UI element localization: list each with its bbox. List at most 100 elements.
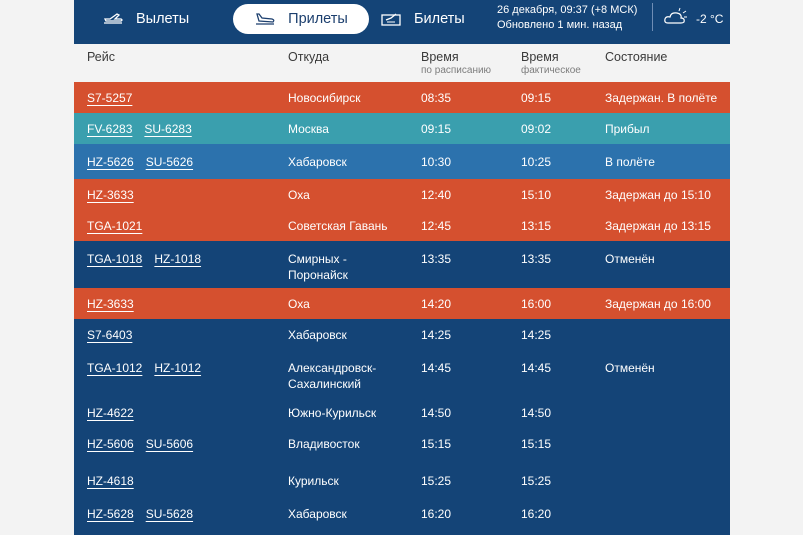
flight-status: Отменён	[605, 252, 655, 266]
weather: -2 °C	[662, 5, 723, 32]
col-scheduled: Время по расписанию	[421, 50, 492, 76]
table-row[interactable]: S7-5257 Новосибирск 08:35 09:15 Задержан. В …	[74, 82, 730, 113]
scheduled-time: 15:15	[421, 437, 452, 451]
flight-number-link[interactable]: SU-5606	[145, 437, 194, 451]
actual-time: 14:50	[521, 406, 552, 420]
flight-status: Задержан. В полёте	[605, 91, 718, 105]
table-row[interactable]: S7-6403 Хабаровск 14:25 14:25	[74, 319, 730, 350]
top-nav: Вылеты Прилеты Билеты 26 декабря, 09:37 …	[74, 0, 730, 44]
flight-number-link[interactable]: SU-5626	[145, 155, 194, 169]
col-status: Состояние	[605, 50, 668, 64]
updated-text: Обновлено 1 мин. назад	[497, 19, 623, 31]
actual-time: 15:25	[521, 474, 552, 488]
actual-time: 13:15	[521, 219, 552, 233]
scheduled-time: 12:45	[421, 219, 452, 233]
table-row[interactable]: HZ-5626 SU-5626 Хабаровск 10:30 10:25 В полёт…	[74, 144, 730, 179]
current-datetime: 26 декабря, 09:37 (+8 МСК)	[497, 4, 638, 16]
actual-time: 15:15	[521, 437, 552, 451]
flight-number-link[interactable]: HZ-1018	[154, 252, 202, 266]
origin-city: Южно-Курильск	[288, 406, 377, 420]
scheduled-time: 16:20	[421, 507, 452, 521]
table-row[interactable]: HZ-5628 SU-5628 Хабаровск 16:20 16:20	[74, 498, 730, 530]
actual-time: 16:00	[521, 297, 552, 311]
flight-status: Прибыл	[605, 122, 650, 136]
actual-time: 10:25	[521, 155, 552, 169]
flight-number-link[interactable]: HZ-5606	[87, 437, 134, 451]
tab-departures-label: Вылеты	[136, 11, 190, 27]
flight-status: Задержан до 13:15	[605, 219, 711, 233]
tab-arrivals-label: Прилеты	[288, 11, 348, 27]
table-row[interactable]: TGA-1021 Советская Гавань 12:45 13:15 Задерж…	[74, 210, 730, 241]
actual-time: 09:15	[521, 91, 552, 105]
table-row[interactable]: HZ-4622 Южно-Курильск 14:50 14:50	[74, 397, 730, 428]
update-info: 26 декабря, 09:37 (+8 МСК) Обновлено 1 м…	[497, 3, 637, 33]
arrivals-table: S7-5257 Новосибирск 08:35 09:15 Задержан. В …	[74, 82, 730, 530]
flight-number-link[interactable]: HZ-3633	[87, 297, 134, 311]
table-row[interactable]: FV-6283 SU-6283 Москва 09:15 09:02 Прибыл	[74, 113, 730, 144]
tab-tickets[interactable]: Билеты	[380, 4, 465, 34]
flight-numbers: TGA-1018 HZ-1018	[87, 251, 213, 267]
flight-number-link[interactable]: HZ-5628	[87, 507, 134, 521]
origin-city: Оха	[288, 188, 310, 202]
table-row[interactable]: TGA-1018 HZ-1018 Смирных - Поронайск 13:35 1…	[74, 241, 730, 288]
flight-number-link[interactable]: HZ-4622	[87, 406, 134, 420]
origin-city: Владивосток	[288, 437, 360, 451]
table-header: Рейс Откуда Время по расписанию Время факт…	[74, 44, 730, 83]
flight-status: Задержан до 16:00	[605, 297, 711, 311]
flight-numbers: TGA-1012 HZ-1012	[87, 360, 213, 376]
origin-city: Хабаровск	[288, 328, 347, 342]
flight-numbers: S7-6403	[87, 327, 144, 343]
origin-city: Александровск-Сахалинский	[288, 361, 377, 391]
actual-time: 13:35	[521, 252, 552, 266]
actual-time: 15:10	[521, 188, 552, 202]
flight-number-link[interactable]: TGA-1012	[87, 361, 143, 375]
temperature: -2 °C	[696, 11, 724, 26]
origin-city: Советская Гавань	[288, 219, 388, 233]
scheduled-time: 09:15	[421, 122, 452, 136]
nav-divider	[652, 3, 653, 31]
scheduled-time: 15:25	[421, 474, 452, 488]
flight-number-link[interactable]: TGA-1021	[87, 219, 143, 233]
flight-numbers: HZ-5628 SU-5628	[87, 506, 205, 522]
flight-numbers: S7-5257	[87, 90, 144, 106]
tab-arrivals[interactable]: Прилеты	[233, 4, 369, 34]
plane-takeoff-icon	[102, 12, 124, 26]
scheduled-time: 14:50	[421, 406, 452, 420]
tab-departures[interactable]: Вылеты	[102, 4, 189, 34]
flight-numbers: HZ-3633	[87, 296, 146, 312]
flight-numbers: TGA-1021	[87, 218, 154, 234]
flight-numbers: HZ-4618	[87, 473, 146, 489]
ticket-icon	[380, 11, 402, 27]
table-row[interactable]: HZ-3633 Оха 12:40 15:10 Задержан до 15:10	[74, 179, 730, 210]
flight-number-link[interactable]: S7-5257	[87, 91, 133, 105]
flight-number-link[interactable]: HZ-4618	[87, 474, 134, 488]
tab-tickets-label: Билеты	[414, 11, 465, 27]
origin-city: Новосибирск	[288, 91, 361, 105]
scheduled-time: 14:25	[421, 328, 452, 342]
flight-number-link[interactable]: SU-6283	[144, 122, 192, 136]
origin-city: Хабаровск	[288, 507, 347, 521]
flight-status: Задержан до 15:10	[605, 188, 711, 202]
flight-board: Вылеты Прилеты Билеты 26 декабря, 09:37 …	[74, 0, 730, 535]
flight-number-link[interactable]: S7-6403	[87, 328, 133, 342]
table-row[interactable]: TGA-1012 HZ-1012 Александровск-Сахалинский…	[74, 350, 730, 397]
flight-number-link[interactable]: SU-5628	[145, 507, 194, 521]
table-row[interactable]: HZ-5606 SU-5606 Владивосток 15:15 15:15	[74, 428, 730, 463]
flight-number-link[interactable]: TGA-1018	[87, 252, 143, 266]
table-row[interactable]: HZ-4618 Курильск 15:25 15:25	[74, 463, 730, 498]
origin-city: Курильск	[288, 474, 339, 488]
scheduled-time: 12:40	[421, 188, 452, 202]
actual-time: 09:02	[521, 122, 552, 136]
scheduled-time: 08:35	[421, 91, 452, 105]
col-from: Откуда	[288, 50, 330, 64]
plane-landing-icon	[254, 12, 276, 26]
flight-status: Отменён	[605, 361, 655, 375]
flight-numbers: HZ-5606 SU-5606	[87, 436, 205, 452]
flight-number-link[interactable]: HZ-5626	[87, 155, 134, 169]
flight-number-link[interactable]: HZ-1012	[154, 361, 202, 375]
flight-number-link[interactable]: HZ-3633	[87, 188, 134, 202]
scheduled-time: 10:30	[421, 155, 452, 169]
flight-numbers: FV-6283 SU-6283	[87, 121, 204, 137]
flight-number-link[interactable]: FV-6283	[87, 122, 133, 136]
table-row[interactable]: HZ-3633 Оха 14:20 16:00 Задержан до 16:00	[74, 288, 730, 319]
